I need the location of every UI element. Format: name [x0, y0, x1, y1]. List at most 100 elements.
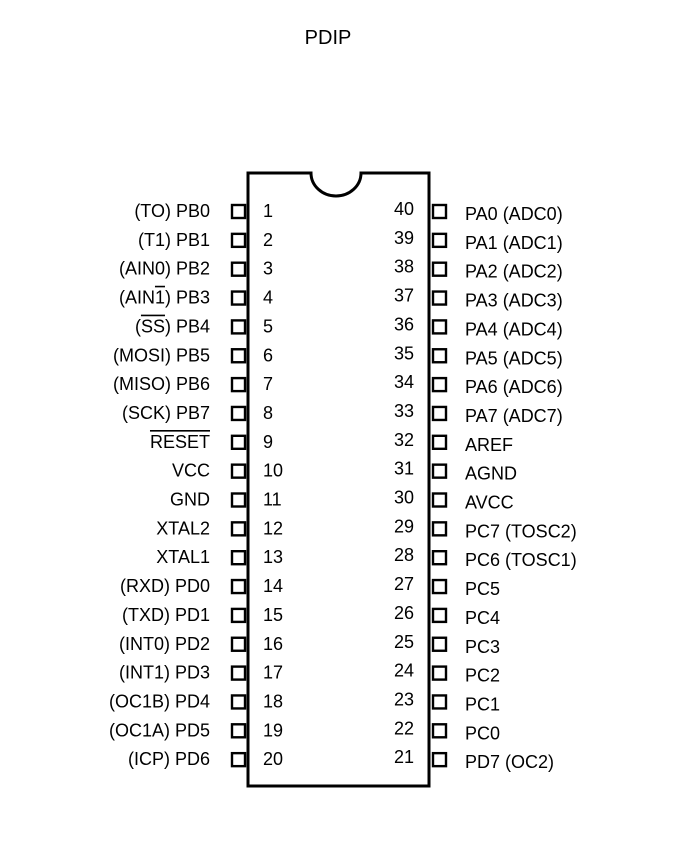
pin-15: 15 (TXD) PD1 [122, 605, 283, 625]
pin-32-lead [431, 434, 448, 450]
pin-number: 31 [394, 459, 414, 479]
pin-11-lead [230, 492, 247, 508]
pin-number: 5 [263, 316, 273, 336]
pin-31-lead [431, 463, 448, 479]
pin-label-txd-pd1: (TXD) PD1 [122, 605, 210, 625]
pin-number: 7 [263, 374, 273, 394]
pin-10-lead [230, 463, 247, 479]
pin-16: 16 (INT0) PD2 [119, 634, 283, 654]
pin-13: 13 XTAL1 [156, 547, 283, 567]
pin-4-lead [230, 290, 247, 306]
pin-number: 28 [394, 545, 414, 565]
pin-33: 33 PA7 (ADC7) [394, 401, 563, 426]
pin-number: 33 [394, 401, 414, 421]
pin-number: 8 [263, 403, 273, 423]
pin-label-xtal1: XTAL1 [156, 547, 210, 567]
pin-number: 3 [263, 259, 273, 279]
pin-5: 5 (SS) PB4 [135, 314, 273, 336]
right-pin-column: 40 PA0 (ADC0) 39 PA1 (ADC1) 38 PA2 (ADC2) 37 PA… [394, 199, 577, 772]
pin-label-ain1-pb3: (AIN1) PB3 [119, 288, 210, 308]
pin-label-pc0: PC0 [465, 723, 500, 743]
pin-label-pc5: PC5 [465, 579, 500, 599]
pin-label-ss-pb4: (SS) PB4 [135, 316, 210, 336]
pin-19: 19 (OC1A) PD5 [109, 720, 283, 740]
pin-label-int1-pd3: (INT1) PD3 [119, 663, 210, 683]
pin-10: 10 VCC [172, 461, 283, 481]
pin-40-lead [431, 203, 448, 220]
pin-30: 30 AVCC [394, 488, 514, 513]
pin-17: 17 (INT1) PD3 [119, 663, 283, 683]
pin-29: 29 PC7 (TOSC2) [394, 516, 577, 541]
pin-30-lead [431, 492, 448, 508]
pin-18-lead [230, 694, 247, 710]
pin-24: 24 PC2 [394, 661, 500, 686]
pin-label-pc3: PC3 [465, 637, 500, 657]
pin-14: 14 (RXD) PD0 [120, 576, 283, 596]
pin-label-to-pb0: (TO) PB0 [134, 201, 210, 221]
pin-37-lead [431, 290, 448, 306]
pin-number: 20 [263, 749, 283, 769]
pin-number: 34 [394, 372, 414, 392]
pin-number: 35 [394, 343, 414, 363]
pin-label-pa6-adc6: PA6 (ADC6) [465, 377, 563, 397]
pin-39-lead [431, 232, 448, 249]
pin-label-pa5-adc5: PA5 (ADC5) [465, 348, 563, 368]
pin-19-lead [230, 723, 247, 739]
pin-number: 26 [394, 603, 414, 623]
pin-3: 3 (AIN0) PB2 [119, 259, 273, 279]
pin-number: 12 [263, 518, 283, 538]
pin-label-pc6-tosc1: PC6 (TOSC1) [465, 550, 577, 570]
pin-number: 40 [394, 199, 414, 219]
pin-label-oc1a-pd5: (OC1A) PD5 [109, 720, 210, 740]
pin-number: 32 [394, 430, 414, 450]
pin-number: 18 [263, 691, 283, 711]
pin-1: 1 (TO) PB0 [134, 201, 273, 221]
pin-label-pa4-adc4: PA4 (ADC4) [465, 319, 563, 339]
pin-number: 38 [394, 257, 414, 277]
pin-22-lead [431, 723, 448, 739]
pin-21-lead [431, 751, 448, 768]
pin-label-pc7-tosc2: PC7 (TOSC2) [465, 521, 577, 541]
pin-label-ain0-pb2: (AIN0) PB2 [119, 259, 210, 279]
pin-label-int0-pd2: (INT0) PD2 [119, 634, 210, 654]
pin-35: 35 PA5 (ADC5) [394, 343, 563, 368]
pin-label-pc1: PC1 [465, 694, 500, 714]
pin-number: 2 [263, 230, 273, 250]
pin-34: 34 PA6 (ADC6) [394, 372, 563, 397]
pin-20: 20 (ICP) PD6 [128, 749, 283, 769]
pin-16-lead [230, 636, 247, 652]
pin-number: 15 [263, 605, 283, 625]
pin-37: 37 PA3 (ADC3) [394, 286, 563, 311]
pin-number: 13 [263, 547, 283, 567]
pin-label-aref: AREF [465, 435, 513, 455]
pin-label-agnd: AGND [465, 464, 517, 484]
pin-31: 31 AGND [394, 459, 517, 484]
pin-2-lead [230, 232, 247, 249]
pin-2: 2 (T1) PB1 [138, 230, 273, 250]
pin-label-pa7-adc7: PA7 (ADC7) [465, 406, 563, 426]
pin-36: 36 PA4 (ADC4) [394, 314, 563, 339]
pin-number: 6 [263, 345, 273, 365]
pin-number: 27 [394, 574, 414, 594]
pin-label-xtal2: XTAL2 [156, 518, 210, 538]
left-pin-column: 1 (TO) PB0 2 (T1) PB1 3 (AIN0) PB2 4 (AIN1) PB3… [109, 201, 283, 769]
pin-13-lead [230, 550, 247, 566]
pin-label-pd7-oc2: PD7 (OC2) [465, 752, 554, 772]
pin-number: 19 [263, 720, 283, 740]
pin-9-lead [230, 434, 247, 450]
pin-17-lead [230, 665, 247, 681]
pin-label-pc4: PC4 [465, 608, 500, 628]
pin-label-pa1-adc1: PA1 (ADC1) [465, 233, 563, 253]
pin-number: 16 [263, 634, 283, 654]
pin-number: 37 [394, 286, 414, 306]
pin-number: 10 [263, 461, 283, 481]
pin-12: 12 XTAL2 [156, 518, 283, 538]
pin-34-lead [431, 376, 448, 393]
pin-11: 11 GND [170, 490, 282, 510]
pin-9: 9 RESET [149, 429, 273, 452]
pin-label-avcc: AVCC [465, 493, 514, 513]
pin-18: 18 (OC1B) PD4 [109, 691, 283, 711]
pin-label-mosi-pb5: (MOSI) PB5 [113, 345, 210, 365]
pin-8: 8 (SCK) PB7 [122, 403, 273, 423]
pin-number: 23 [394, 689, 414, 709]
